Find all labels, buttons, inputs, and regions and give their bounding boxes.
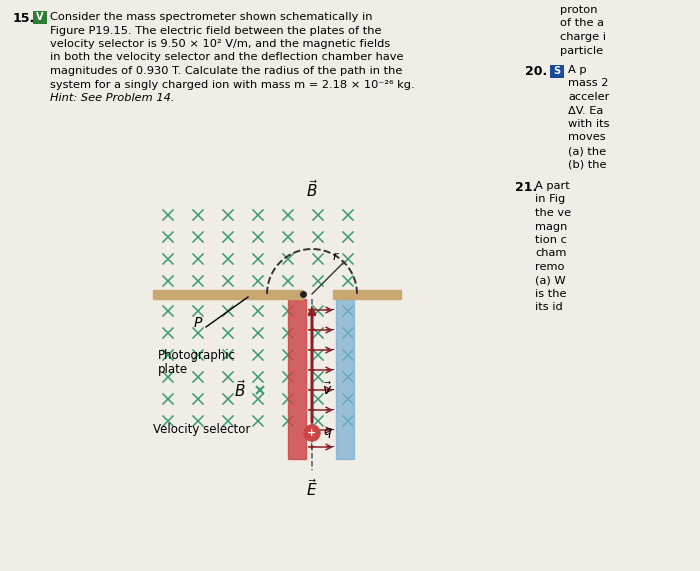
Text: $\vec{E}$: $\vec{E}$ [306, 478, 318, 499]
Text: remo: remo [535, 262, 564, 272]
Text: +: + [307, 345, 316, 355]
Text: (a) W: (a) W [535, 275, 566, 286]
Text: −: − [325, 424, 335, 436]
Bar [153, 290, 303, 299]
Text: −: − [325, 364, 335, 376]
Text: 15.: 15. [13, 12, 35, 25]
Text: velocity selector is 9.50 × 10² V/m, and the magnetic fields: velocity selector is 9.50 × 10² V/m, and… [50, 39, 391, 49]
Text: 20.: 20. [525, 65, 547, 78]
Text: −: − [325, 344, 335, 356]
Text: in Fig: in Fig [535, 195, 566, 204]
Text: $\vec{B}$: $\vec{B}$ [306, 179, 318, 200]
Text: charge i: charge i [560, 32, 606, 42]
Text: −: − [325, 324, 335, 336]
Text: the ve: the ve [535, 208, 571, 218]
Text: magnitudes of 0.930 T. Calculate the radius of the path in the: magnitudes of 0.930 T. Calculate the rad… [50, 66, 402, 76]
Text: mass 2: mass 2 [568, 78, 608, 89]
Text: system for a singly charged ion with mass m = 2.18 × 10⁻²⁶ kg.: system for a singly charged ion with mas… [50, 79, 414, 90]
Text: $\vec{v}$: $\vec{v}$ [322, 381, 332, 399]
Text: ΔV. Ea: ΔV. Ea [568, 106, 603, 115]
Bar [333, 290, 401, 299]
Text: +: + [307, 365, 316, 375]
Text: particle: particle [560, 46, 603, 55]
Text: +: + [307, 325, 316, 335]
Text: 21.: 21. [515, 181, 538, 194]
Text: +: + [307, 442, 316, 452]
Text: magn: magn [535, 222, 568, 231]
Text: A p: A p [568, 65, 587, 75]
Text: −: − [325, 440, 335, 453]
Text: Velocity selector: Velocity selector [153, 424, 251, 436]
Text: $P$: $P$ [193, 316, 203, 330]
Circle shape [304, 425, 320, 441]
Text: is the: is the [535, 289, 566, 299]
Text: −: − [325, 404, 335, 416]
Text: $r$: $r$ [332, 250, 340, 263]
Text: +: + [307, 385, 316, 395]
Text: (b) the: (b) the [568, 159, 606, 170]
Text: +: + [307, 425, 316, 435]
FancyBboxPatch shape [32, 10, 46, 23]
Text: −: − [325, 384, 335, 396]
Text: $q$: $q$ [323, 426, 332, 440]
Text: A part: A part [535, 181, 570, 191]
Text: acceler: acceler [568, 92, 610, 102]
Bar [336, 299, 354, 459]
Text: +: + [307, 428, 316, 438]
Text: V: V [36, 12, 43, 22]
Bar [288, 299, 306, 459]
Text: in both the velocity selector and the deflection chamber have: in both the velocity selector and the de… [50, 53, 403, 62]
Text: +: + [307, 305, 316, 315]
Text: tion c: tion c [535, 235, 567, 245]
Text: Figure P19.15. The electric field between the plates of the: Figure P19.15. The electric field betwee… [50, 26, 382, 35]
Text: moves: moves [568, 132, 606, 143]
Text: Photographic: Photographic [158, 348, 236, 361]
Text: of the a: of the a [560, 18, 604, 29]
Text: cham: cham [535, 248, 566, 259]
Text: (a) the: (a) the [568, 146, 606, 156]
FancyBboxPatch shape [550, 65, 564, 78]
Text: Consider the mass spectrometer shown schematically in: Consider the mass spectrometer shown sch… [50, 12, 372, 22]
Text: proton: proton [560, 5, 598, 15]
Text: with its: with its [568, 119, 610, 129]
Text: $\vec{B}$: $\vec{B}$ [234, 380, 246, 400]
Text: +: + [307, 405, 316, 415]
Text: S: S [553, 66, 560, 76]
Text: −: − [325, 304, 335, 316]
Text: Hint: See Problem 14.: Hint: See Problem 14. [50, 93, 174, 103]
Text: its id: its id [535, 303, 563, 312]
Text: plate: plate [158, 363, 188, 376]
